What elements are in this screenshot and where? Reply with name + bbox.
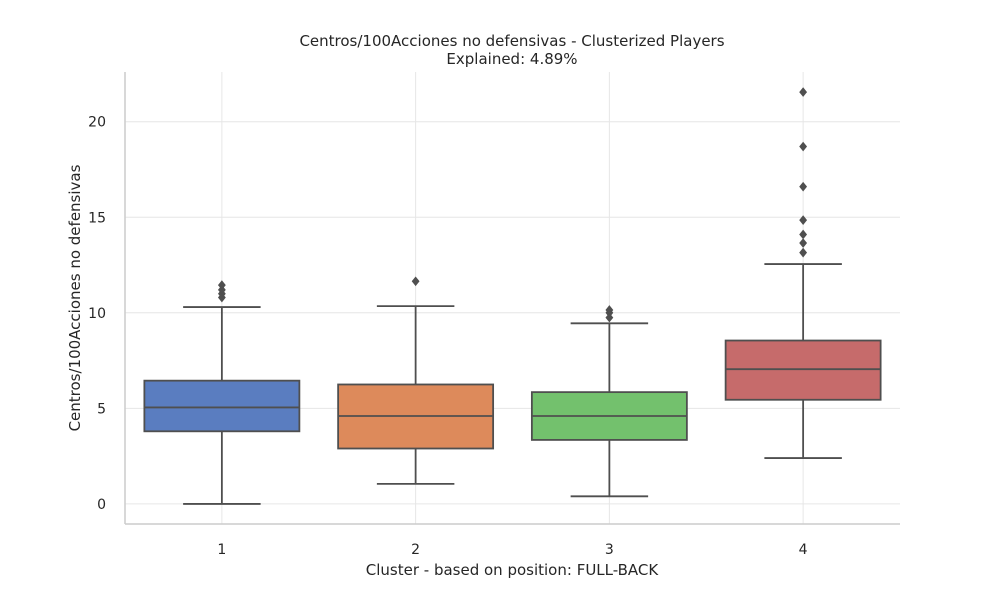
grid-layer (125, 72, 900, 524)
outlier-point (799, 87, 808, 97)
outlier-point (799, 141, 808, 152)
y-tick-label: 0 (97, 497, 106, 513)
outlier-point (799, 181, 808, 192)
outlier-point (799, 238, 808, 248)
outlier-point (799, 229, 808, 240)
y-tick-label: 5 (97, 401, 106, 417)
outlier-point (799, 247, 808, 258)
y-axis-label: Centros/100Acciones no defensivas (66, 164, 84, 431)
outlier-point (411, 276, 420, 287)
outlier-point (799, 215, 808, 225)
outlier-point (605, 305, 614, 315)
y-tick-label: 15 (88, 210, 106, 226)
boxes-layer (143, 87, 882, 505)
box-cluster-4 (724, 87, 882, 459)
y-tick-label: 20 (88, 115, 106, 131)
axes-spines (124, 72, 900, 525)
iqr-box (143, 379, 301, 433)
box-cluster-1 (143, 280, 301, 505)
iqr-box (724, 339, 882, 401)
x-tick-label: 2 (411, 542, 420, 558)
x-tick-label: 3 (605, 542, 614, 558)
outlier-point (217, 280, 226, 290)
box-cluster-2 (337, 276, 495, 485)
y-tick-label: 10 (88, 306, 106, 322)
ticks-layer: 0 5 10 15 20 1 2 3 4 (88, 115, 807, 558)
chart-subtitle: Explained: 4.89% (446, 50, 577, 68)
x-axis-label: Cluster - based on position: FULL-BACK (366, 561, 660, 579)
box-cluster-3 (530, 305, 688, 498)
x-tick-label: 4 (799, 542, 808, 558)
x-tick-label: 1 (217, 542, 226, 558)
chart-title: Centros/100Acciones no defensivas - Clus… (299, 32, 724, 50)
